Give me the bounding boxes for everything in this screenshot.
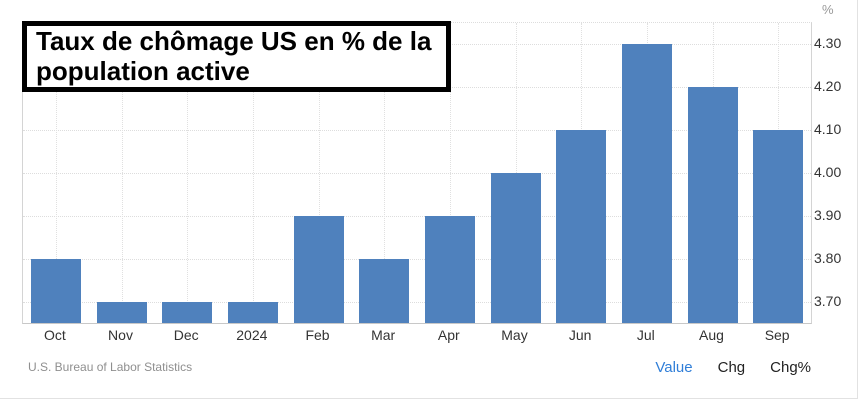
v-gridline bbox=[449, 23, 451, 323]
chg-percent-link[interactable]: Chg% bbox=[770, 359, 811, 376]
v-gridline bbox=[187, 23, 189, 323]
y-axis-label: 4.00 bbox=[814, 164, 842, 180]
x-axis-label: Aug bbox=[699, 327, 724, 343]
y-axis-label: 3.90 bbox=[814, 206, 842, 223]
bar-Feb[interactable] bbox=[293, 215, 344, 323]
bar-Mar[interactable] bbox=[359, 258, 410, 323]
x-axis-label: Feb bbox=[305, 327, 330, 343]
source-credit: U.S. Bureau of Labor Statistics bbox=[28, 360, 193, 374]
chart-title-line2: population active bbox=[36, 56, 250, 86]
bar-Aug[interactable] bbox=[687, 87, 738, 323]
x-axis-label: Nov bbox=[108, 327, 133, 343]
y-axis-label: 4.30 bbox=[814, 35, 842, 52]
series-mode-switcher: Value Chg Chg% bbox=[655, 359, 811, 376]
bar-Apr[interactable] bbox=[424, 215, 475, 323]
bar-Sep[interactable] bbox=[753, 130, 804, 323]
x-axis-label: Mar bbox=[371, 327, 396, 343]
v-gridline bbox=[318, 23, 320, 323]
y-axis-label: 4.10 bbox=[814, 121, 842, 138]
v-gridline bbox=[55, 23, 57, 323]
plot-area bbox=[22, 22, 812, 324]
x-axis-label: Oct bbox=[43, 327, 66, 343]
h-gridline bbox=[23, 258, 811, 260]
chg-link[interactable]: Chg bbox=[717, 359, 746, 376]
bar-Jul[interactable] bbox=[621, 44, 672, 323]
value-link[interactable]: Value bbox=[655, 359, 693, 376]
h-gridline bbox=[23, 173, 811, 174]
h-gridline bbox=[23, 130, 811, 132]
y-axis-label: 4.20 bbox=[814, 78, 842, 95]
x-axis-label: May bbox=[501, 327, 528, 343]
bar-Dec[interactable] bbox=[162, 301, 213, 323]
v-gridline bbox=[252, 23, 254, 323]
x-axis-label: Dec bbox=[173, 327, 199, 343]
bar-May[interactable] bbox=[490, 173, 541, 323]
y-axis-label: 3.80 bbox=[814, 249, 842, 266]
x-axis-label: 2024 bbox=[236, 327, 268, 343]
chart-title: Taux de chômage US en % de la population… bbox=[22, 21, 451, 92]
x-axis-label: Jul bbox=[636, 327, 655, 343]
x-axis-label: Sep bbox=[764, 327, 790, 343]
bar-Nov[interactable] bbox=[96, 301, 147, 323]
bar-Jun[interactable] bbox=[556, 130, 607, 323]
h-gridline bbox=[23, 215, 811, 217]
bar-2024[interactable] bbox=[227, 301, 278, 323]
x-axis-label: Apr bbox=[437, 327, 460, 343]
chart-title-line1: Taux de chômage US en % de la bbox=[36, 26, 432, 56]
v-gridline bbox=[121, 23, 123, 323]
x-axis-label: Jun bbox=[568, 327, 592, 343]
y-axis-label: 3.70 bbox=[814, 292, 842, 309]
h-gridline bbox=[23, 301, 811, 303]
v-gridline bbox=[384, 23, 386, 323]
y-axis-unit-label: % bbox=[822, 2, 834, 17]
bar-Oct[interactable] bbox=[30, 258, 81, 323]
